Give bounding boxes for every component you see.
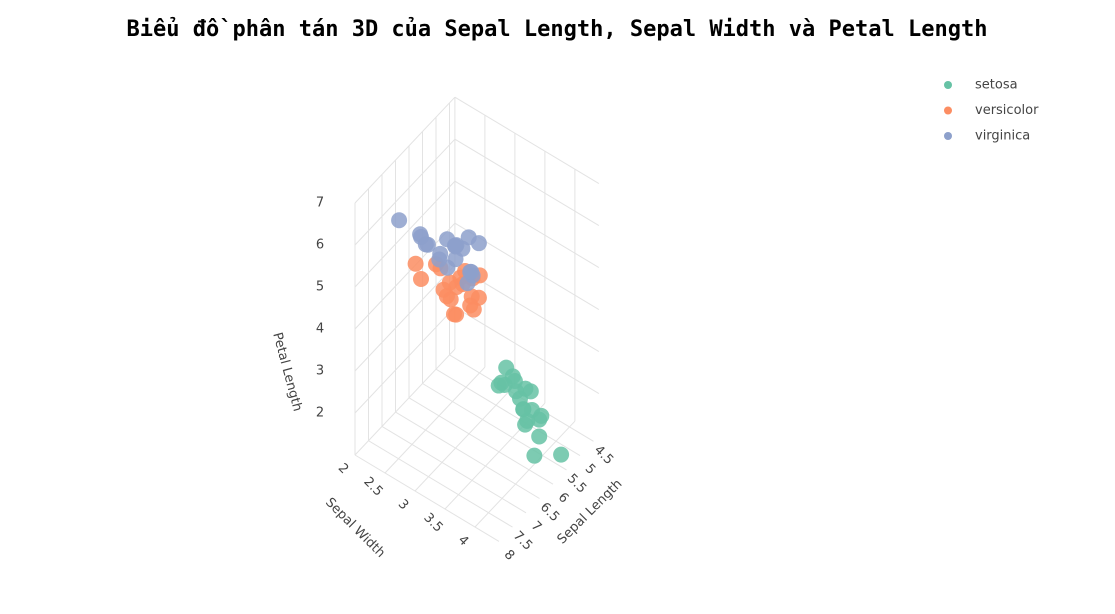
point — [506, 372, 523, 389]
x-tick-label: 7 — [528, 519, 544, 535]
point — [413, 229, 429, 245]
point — [432, 245, 449, 262]
grid-line — [454, 180, 600, 269]
z-tick-label: 5 — [316, 280, 324, 295]
grid-line — [354, 306, 456, 414]
point — [498, 359, 515, 376]
grid-line — [354, 222, 456, 330]
z-tick-label: 6 — [316, 238, 324, 253]
legend-label[interactable]: versicolor — [975, 103, 1039, 118]
chart-title: Biểu đồ phân tán 3D của Sepal Length, Se… — [127, 17, 988, 42]
grid-line — [368, 440, 513, 528]
point — [493, 374, 510, 391]
point — [413, 271, 429, 287]
x-tick-label: 5 — [582, 461, 598, 477]
point — [407, 255, 424, 272]
grid-line — [354, 454, 500, 542]
legend-marker — [944, 132, 952, 140]
point — [533, 407, 550, 424]
grid-line — [414, 384, 516, 492]
grid-line — [354, 138, 456, 246]
grid — [354, 96, 600, 542]
x-axis-title: Sepal Length — [555, 477, 626, 548]
x-tick-label: 8 — [501, 547, 517, 563]
point — [448, 306, 465, 323]
y-tick-label: 3.5 — [420, 510, 445, 535]
grid-line — [454, 306, 600, 395]
point — [447, 251, 464, 268]
point — [531, 428, 548, 445]
point — [463, 288, 480, 305]
z-tick-label: 7 — [316, 196, 324, 211]
points — [391, 212, 570, 464]
point — [515, 401, 532, 418]
legend[interactable]: setosa versicolor virginica — [944, 78, 1039, 144]
y-tick-label: 2 — [335, 461, 351, 477]
z-tick-label: 4 — [316, 322, 324, 337]
y-axis-title: Sepal Width — [322, 495, 388, 561]
point — [526, 447, 543, 464]
point — [463, 263, 480, 280]
x-tick-label: 6 — [555, 490, 571, 506]
point — [391, 212, 408, 229]
z-tick-label: 2 — [316, 406, 324, 421]
point — [553, 446, 570, 463]
point — [517, 416, 534, 433]
legend-marker — [944, 106, 952, 115]
point — [439, 231, 456, 248]
grid-line — [384, 366, 486, 474]
grid-line — [354, 96, 456, 204]
grid-line — [354, 180, 456, 288]
y-tick-label: 3 — [395, 497, 411, 513]
grid-line — [354, 348, 456, 456]
legend-label[interactable]: virginica — [975, 129, 1030, 144]
z-tick-label: 3 — [316, 364, 324, 379]
legend-marker — [944, 81, 952, 89]
y-tick-label: 2.5 — [360, 474, 385, 499]
legend-label[interactable]: setosa — [975, 78, 1018, 93]
grid-line — [474, 420, 576, 528]
y-tick-label: 4 — [455, 533, 471, 549]
point — [441, 274, 458, 291]
grid-line — [354, 264, 456, 372]
z-axis-title: Petal Length — [269, 331, 304, 413]
grid-line — [454, 138, 600, 227]
grid-line — [454, 96, 600, 185]
point — [465, 301, 482, 318]
